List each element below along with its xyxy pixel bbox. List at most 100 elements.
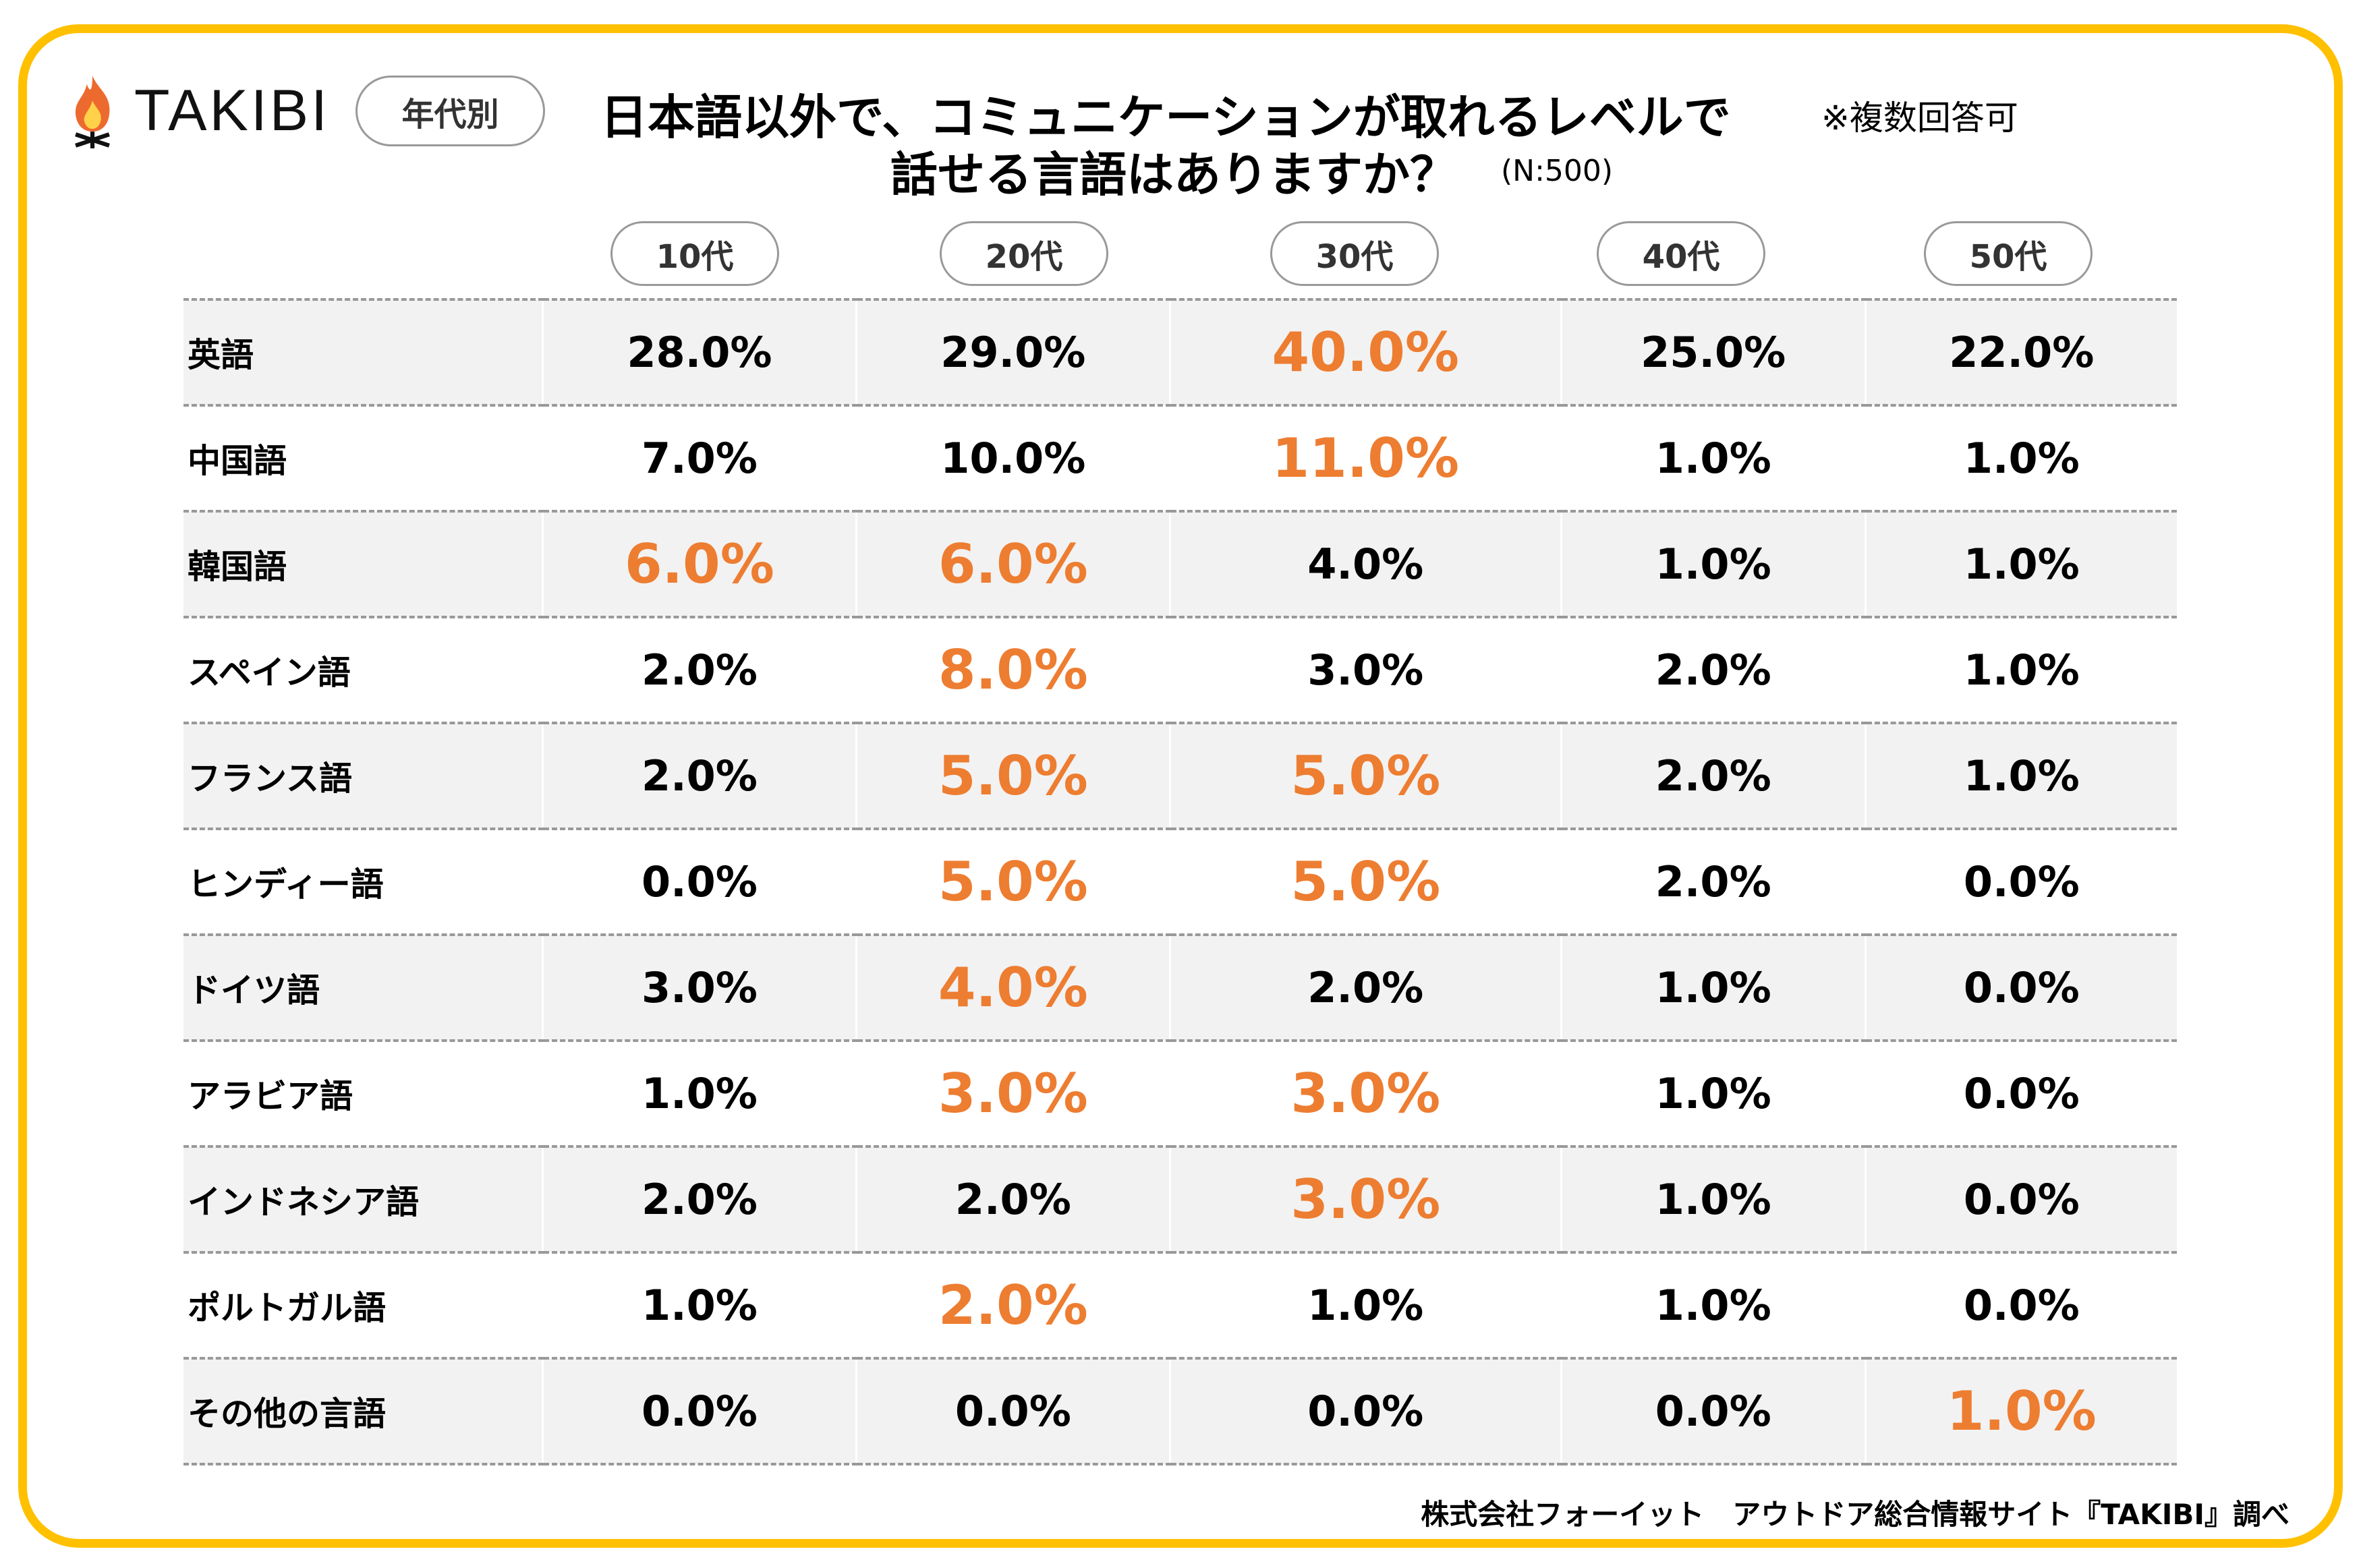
value: 1.0% bbox=[1655, 963, 1771, 1012]
row-label: ポルトガル語 bbox=[183, 1251, 543, 1358]
value-cell: 3.0% bbox=[542, 933, 857, 1041]
value-cell: 5.0% bbox=[1168, 722, 1562, 829]
sample-size: (N:500) bbox=[1501, 154, 1614, 188]
value-cell: 1.0% bbox=[1560, 933, 1866, 1041]
value-cell: 0.0% bbox=[1168, 1357, 1562, 1465]
value: 0.0% bbox=[1963, 1281, 2080, 1330]
column-header-4: 40代 bbox=[1597, 221, 1765, 286]
value-cell: 22.0% bbox=[1864, 298, 2177, 405]
highlighted-value: 40.0% bbox=[1272, 321, 1460, 384]
value: 10.0% bbox=[940, 434, 1086, 483]
value: 2.0% bbox=[641, 751, 758, 801]
value-cell: 2.0% bbox=[1560, 616, 1866, 723]
value-cell: 2.0% bbox=[1560, 722, 1866, 829]
highlighted-value: 8.0% bbox=[938, 639, 1088, 701]
value-cell: 5.0% bbox=[1168, 827, 1562, 935]
value: 0.0% bbox=[641, 1387, 758, 1436]
value: 0.0% bbox=[955, 1387, 1071, 1436]
value: 0.0% bbox=[1963, 857, 2080, 906]
value-cell: 1.0% bbox=[1864, 404, 2177, 511]
table-row: ドイツ語 3.0% 4.0% 2.0% 1.0% 0.0% bbox=[183, 933, 2177, 1041]
row-label: ドイツ語 bbox=[183, 933, 543, 1041]
value: 1.0% bbox=[641, 1281, 758, 1330]
value-cell: 1.0% bbox=[1560, 1145, 1866, 1252]
value-cell: 0.0% bbox=[1560, 1357, 1866, 1465]
value-cell: 40.0% bbox=[1168, 298, 1562, 405]
value-cell: 28.0% bbox=[542, 298, 857, 405]
value-cell: 2.0% bbox=[1168, 933, 1562, 1041]
value-cell: 0.0% bbox=[1864, 933, 2177, 1041]
row-label: アラビア語 bbox=[183, 1039, 543, 1146]
value: 29.0% bbox=[940, 328, 1086, 377]
table-row: 韓国語 6.0% 6.0% 4.0% 1.0% 1.0% bbox=[183, 510, 2177, 617]
value-cell: 2.0% bbox=[855, 1145, 1170, 1252]
value-cell: 1.0% bbox=[1864, 510, 2177, 617]
value: 28.0% bbox=[627, 328, 772, 377]
highlighted-value: 6.0% bbox=[938, 533, 1088, 596]
highlighted-value: 4.0% bbox=[938, 956, 1088, 1019]
table-row: アラビア語 1.0% 3.0% 3.0% 1.0% 0.0% bbox=[183, 1039, 2177, 1146]
column-header-5: 50代 bbox=[1924, 221, 2093, 286]
highlighted-value: 1.0% bbox=[1946, 1380, 2097, 1443]
row-label: 韓国語 bbox=[183, 510, 543, 617]
value: 1.0% bbox=[1655, 1175, 1771, 1224]
value: 4.0% bbox=[1307, 540, 1424, 589]
value: 2.0% bbox=[641, 645, 758, 695]
age-group-tag: 年代別 bbox=[355, 76, 545, 146]
value-cell: 5.0% bbox=[855, 827, 1170, 935]
value-cell: 0.0% bbox=[1864, 827, 2177, 935]
value-cell: 3.0% bbox=[1168, 1039, 1562, 1146]
highlighted-value: 11.0% bbox=[1272, 427, 1460, 490]
row-label: フランス語 bbox=[183, 722, 543, 829]
title-line-1: 日本語以外で、コミュニケーションが取れるレベルで bbox=[600, 90, 1731, 145]
column-header-1: 10代 bbox=[610, 221, 779, 286]
value-cell: 1.0% bbox=[1560, 1039, 1866, 1146]
value-cell: 2.0% bbox=[542, 722, 857, 829]
table-row: その他の言語 0.0% 0.0% 0.0% 0.0% 1.0% bbox=[183, 1357, 2177, 1465]
value-cell: 2.0% bbox=[1560, 827, 1866, 935]
row-label: スペイン語 bbox=[183, 616, 543, 723]
value-cell: 2.0% bbox=[855, 1251, 1170, 1358]
highlighted-value: 3.0% bbox=[1290, 1062, 1441, 1125]
row-label: 英語 bbox=[183, 298, 543, 405]
value-cell: 2.0% bbox=[542, 1145, 857, 1252]
value-cell: 3.0% bbox=[1168, 1145, 1562, 1252]
value-cell: 0.0% bbox=[542, 827, 857, 935]
value: 2.0% bbox=[1655, 857, 1771, 906]
value-cell: 25.0% bbox=[1560, 298, 1866, 405]
value-cell: 7.0% bbox=[542, 404, 857, 511]
value-cell: 1.0% bbox=[1560, 510, 1866, 617]
table-row: インドネシア語 2.0% 2.0% 3.0% 1.0% 0.0% bbox=[183, 1145, 2177, 1252]
value-cell: 8.0% bbox=[855, 616, 1170, 723]
highlighted-value: 5.0% bbox=[1290, 745, 1441, 807]
value-cell: 0.0% bbox=[1864, 1251, 2177, 1358]
value: 7.0% bbox=[641, 434, 758, 483]
row-label: その他の言語 bbox=[183, 1357, 543, 1465]
value: 0.0% bbox=[1963, 963, 2080, 1012]
table-row: ポルトガル語 1.0% 2.0% 1.0% 1.0% 0.0% bbox=[183, 1251, 2177, 1358]
value-cell: 29.0% bbox=[855, 298, 1170, 405]
value: 3.0% bbox=[1307, 645, 1424, 695]
value-cell: 1.0% bbox=[1864, 722, 2177, 829]
value: 2.0% bbox=[641, 1175, 758, 1224]
value: 0.0% bbox=[1307, 1387, 1424, 1436]
value: 0.0% bbox=[1655, 1387, 1771, 1436]
table-row: フランス語 2.0% 5.0% 5.0% 2.0% 1.0% bbox=[183, 722, 2177, 829]
value: 2.0% bbox=[955, 1175, 1071, 1224]
value-cell: 4.0% bbox=[1168, 510, 1562, 617]
value-cell: 3.0% bbox=[1168, 616, 1562, 723]
value-cell: 0.0% bbox=[1864, 1039, 2177, 1146]
value-cell: 1.0% bbox=[1560, 404, 1866, 511]
value: 2.0% bbox=[1655, 751, 1771, 801]
value: 1.0% bbox=[1655, 434, 1771, 483]
value-cell: 1.0% bbox=[542, 1039, 857, 1146]
value-cell: 0.0% bbox=[855, 1357, 1170, 1465]
value: 2.0% bbox=[1655, 645, 1771, 695]
title-line-2: 話せる言語はありますか？ bbox=[890, 147, 1457, 202]
value-cell: 6.0% bbox=[855, 510, 1170, 617]
highlighted-value: 5.0% bbox=[938, 745, 1088, 807]
table-row: 英語 28.0% 29.0% 40.0% 25.0% 22.0% bbox=[183, 298, 2177, 405]
column-header-3: 30代 bbox=[1270, 221, 1439, 286]
value-cell: 1.0% bbox=[542, 1251, 857, 1358]
highlighted-value: 5.0% bbox=[1290, 850, 1441, 913]
